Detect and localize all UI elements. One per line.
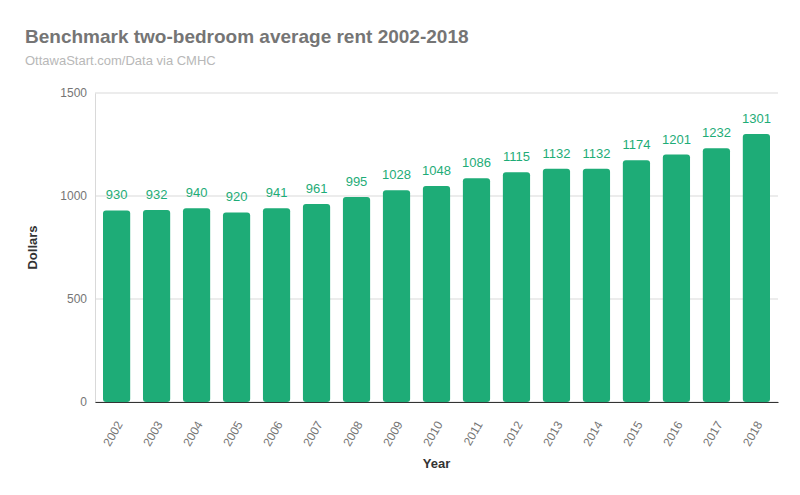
x-tick-label: 2010 [420,418,446,448]
background [0,0,800,495]
data-label: 1028 [382,167,411,182]
y-tick: 1000 [60,189,95,203]
x-tick: 2005 [220,402,246,449]
bar [343,197,370,402]
y-tick-label: 500 [67,292,87,306]
x-tick-label: 2015 [620,418,646,448]
y-axis-line [95,94,96,403]
data-label: 1232 [702,125,731,140]
data-label: 1115 [503,149,530,164]
bar [263,208,290,402]
x-tick-label: 2017 [700,418,726,448]
x-tick-label: 2005 [220,418,246,448]
data-label: 1132 [582,146,610,161]
bar [543,169,570,402]
data-labels: 930 932 940 920 941 961 995 1028 1048 1086 1115 113… [106,111,771,204]
x-tick: 2016 [660,402,686,449]
y-axis: 0 500 1000 1500 [60,86,95,409]
data-label: 1132 [542,146,570,161]
data-label: 930 [106,187,128,202]
x-tick-label: 2014 [580,418,606,448]
y-tick-label: 1000 [60,189,87,203]
data-label: 1174 [622,137,650,152]
x-tick: 2010 [420,402,446,449]
x-tick: 2008 [340,402,366,449]
bar [223,212,250,402]
x-tick: 2003 [140,402,166,449]
y-tick-label: 1500 [60,86,87,100]
title: Benchmark two-bedroom average rent 2002-… [25,26,469,47]
x-tick: 2002 [100,402,126,449]
x-tick: 2007 [300,402,326,449]
data-label: 932 [146,187,168,202]
bar [583,169,610,402]
x-tick-label: 2009 [380,418,406,448]
bar [623,160,650,402]
x-axis: 2002 2003 2004 2005 2006 2007 2008 2009 2010 2011… [96,402,779,449]
x-tick: 2004 [180,402,206,449]
x-tick: 2011 [461,402,486,448]
bar [663,155,690,402]
data-label: 995 [346,174,368,189]
x-tick: 2018 [740,402,766,449]
x-tick-label: 2006 [260,418,286,448]
x-axis-title: Year [423,456,450,471]
y-tick: 0 [80,395,95,409]
data-label: 961 [306,181,328,196]
x-tick-label: 2013 [540,418,566,448]
data-label: 1048 [422,163,451,178]
data-label: 941 [266,185,288,200]
bar [463,178,490,402]
y-tick: 1500 [60,86,95,100]
x-tick: 2013 [540,402,566,449]
x-axis-line [96,402,779,403]
x-tick-label: 2004 [180,418,206,448]
x-tick-label: 2002 [100,418,126,448]
x-tick: 2014 [580,402,606,449]
y-axis-title: Dollars [25,225,40,269]
x-tick-label: 2003 [140,418,166,448]
x-tick-label: 2018 [740,418,766,448]
x-tick-label: 2007 [300,418,326,448]
x-tick: 2009 [380,402,406,449]
bar [183,208,210,402]
plot: 0 500 1000 1500 2002 2003 2004 2005 2006 2007 2008… [60,86,778,448]
bar [743,134,770,402]
data-label: 920 [226,189,248,204]
x-tick: 2006 [260,402,286,449]
data-label: 940 [186,185,208,200]
chart: Benchmark two-bedroom average rent 2002-… [0,0,800,495]
subtitle: OttawaStart.com/Data via CMHC [25,53,216,68]
grid [95,93,778,402]
x-tick: 2015 [620,402,646,449]
data-label: 1201 [662,132,691,147]
x-tick: 2017 [700,402,726,449]
data-label: 1086 [462,155,491,170]
bar [303,204,330,402]
x-tick-label: 2011 [461,418,486,448]
bar [703,148,730,402]
bars [103,134,770,402]
grid-line [95,93,778,94]
bar [503,172,530,402]
y-tick-label: 0 [80,395,87,409]
x-tick-label: 2008 [340,418,366,448]
y-tick: 500 [67,292,95,306]
bar [423,186,450,402]
data-label: 1301 [742,111,771,126]
x-tick-label: 2012 [500,418,526,448]
x-tick-label: 2016 [660,418,686,448]
bar [103,210,130,402]
bar [383,190,410,402]
bar [143,210,170,402]
x-tick: 2012 [500,402,526,449]
